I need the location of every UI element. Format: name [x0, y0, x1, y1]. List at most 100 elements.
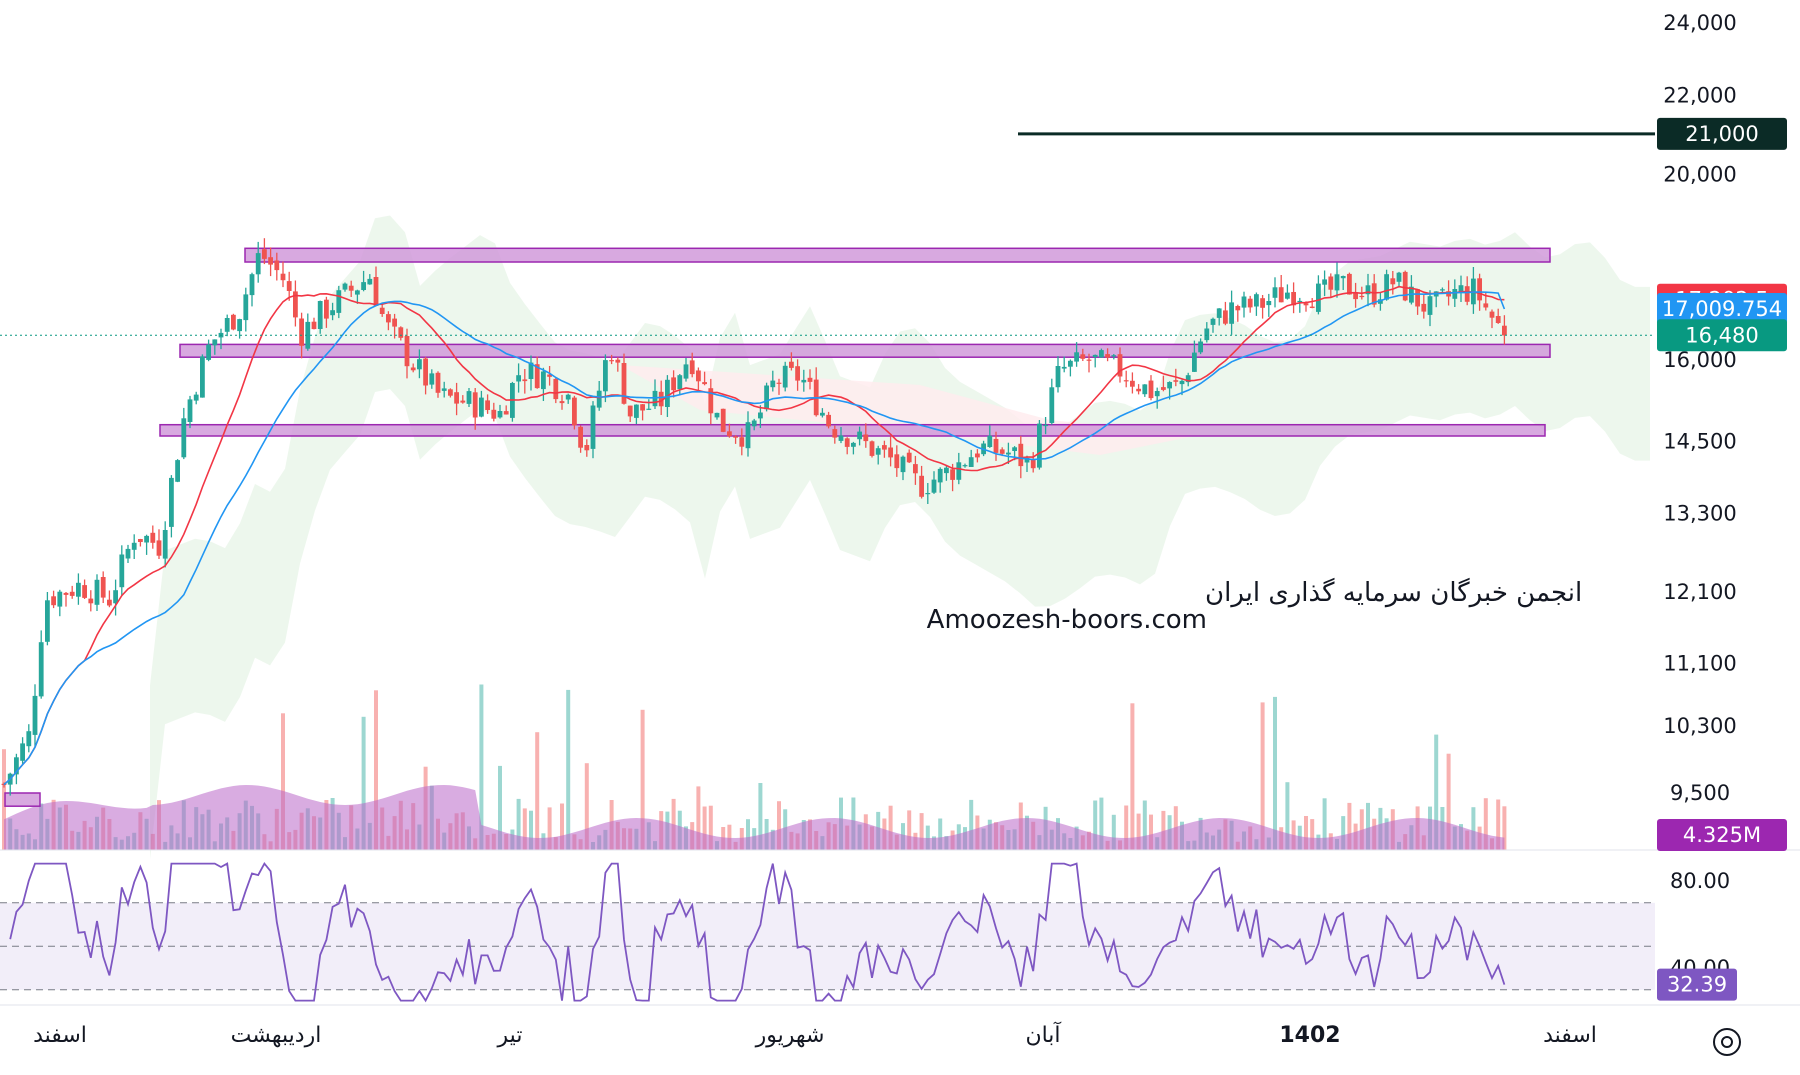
volume-bar	[1310, 819, 1315, 850]
candle-body	[1006, 452, 1011, 455]
candle-body	[770, 380, 776, 388]
candle-body	[944, 467, 949, 474]
candle-body	[119, 554, 125, 588]
candle-body	[689, 360, 695, 375]
volume-bar	[1093, 800, 1098, 850]
candle-body	[1316, 283, 1321, 312]
candle-body	[379, 307, 385, 314]
candle-body	[528, 362, 534, 379]
price-axis-tick-label: 13,300	[1663, 501, 1736, 525]
candle-body	[317, 301, 323, 329]
candle-body	[522, 379, 528, 382]
candle-body	[795, 366, 800, 381]
support-resistance-zone[interactable]	[4, 792, 41, 807]
support-resistance-zone[interactable]	[244, 247, 1551, 263]
candle-body	[1266, 301, 1272, 306]
candle-body	[156, 540, 162, 556]
candle-body	[175, 460, 180, 482]
axes: 24,000 22,000 20,000 16,000 14,500 13,300 12,1…	[33, 11, 1787, 1056]
candle-body	[26, 731, 32, 747]
candle-body	[503, 411, 509, 415]
candle-body	[1464, 286, 1470, 302]
candle-body	[1303, 303, 1309, 306]
candle-body	[361, 282, 366, 290]
candle-body	[565, 394, 571, 400]
candle-body	[615, 359, 621, 363]
candle-body	[472, 392, 478, 418]
candle-body	[1359, 295, 1365, 298]
candle-body	[342, 283, 348, 290]
candle-body	[1247, 298, 1253, 308]
candle-body	[94, 579, 100, 605]
candle-body	[559, 401, 565, 404]
settings-icon-core[interactable]	[1721, 1036, 1733, 1048]
volume-ma-area	[4, 785, 1505, 850]
candle-body	[1402, 271, 1408, 301]
volume-bar	[1161, 810, 1166, 850]
settings-icon-ring[interactable]	[1713, 1028, 1741, 1056]
resistance-line-group[interactable]	[0, 132, 1655, 336]
support-resistance-zones[interactable]	[4, 247, 1551, 807]
support-resistance-zone[interactable]	[179, 343, 1551, 358]
candle-body	[1092, 354, 1098, 357]
candle-body	[1390, 278, 1396, 285]
candle-body	[801, 379, 807, 383]
candle-body	[1489, 311, 1495, 318]
candle-body	[237, 319, 242, 332]
volume-bar	[1260, 702, 1265, 850]
candle-body	[187, 399, 193, 422]
price-axis-tick-label: 10,300	[1663, 714, 1736, 738]
candle-body	[1241, 296, 1247, 308]
candle-body	[491, 409, 497, 419]
candle-body	[1210, 318, 1216, 325]
volume-bar	[516, 798, 521, 850]
candle-body	[435, 372, 441, 393]
price-badge: 4.325M	[1657, 819, 1787, 851]
candle-body	[82, 585, 87, 598]
price-badge-bg	[1657, 819, 1787, 851]
support-resistance-zone[interactable]	[159, 423, 1546, 437]
candle-body	[138, 539, 143, 542]
candle-body	[1334, 274, 1340, 291]
volume-bar	[281, 713, 285, 850]
price-badge-label: 21,000	[1685, 122, 1758, 146]
candle-body	[20, 743, 25, 761]
candle-body	[169, 477, 174, 527]
candle-body	[764, 385, 769, 410]
candle-body	[541, 371, 546, 390]
candle-body	[286, 281, 292, 291]
price-badge-bg	[1657, 293, 1787, 325]
volume-bar	[1304, 816, 1308, 850]
candle-body	[789, 361, 794, 368]
volume-bar	[1359, 809, 1364, 850]
candle-body	[38, 642, 44, 697]
candle-body	[590, 405, 596, 449]
candle-body	[88, 598, 94, 604]
candle-body	[1111, 355, 1117, 357]
candle-body	[956, 462, 962, 480]
candle-body	[1161, 387, 1166, 390]
candle-body	[249, 274, 255, 296]
price-axis-tick-label: 22,000	[1663, 83, 1736, 107]
candle-body	[1179, 380, 1185, 385]
candle-body	[299, 318, 304, 346]
candle-body	[1229, 302, 1234, 324]
volume-bar	[560, 803, 564, 850]
candle-body	[348, 285, 354, 291]
candle-body	[832, 429, 838, 438]
volume-bar	[1471, 807, 1476, 850]
candle-body	[1291, 292, 1296, 306]
candle-body	[603, 360, 608, 392]
price-badge: 16,480	[1657, 319, 1787, 352]
candle-body	[894, 454, 900, 469]
candle-body	[454, 392, 459, 404]
candle-body	[702, 382, 707, 385]
settings-icon[interactable]	[1713, 1028, 1741, 1056]
candle-body	[658, 391, 664, 407]
volume-bar	[702, 806, 707, 850]
candle-body	[1353, 292, 1358, 300]
candle-body	[1421, 303, 1427, 312]
candle-body	[1384, 274, 1389, 300]
candle-body	[1458, 285, 1464, 293]
